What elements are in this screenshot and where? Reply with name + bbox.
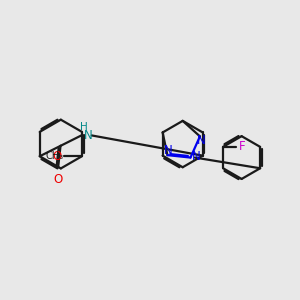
Text: H: H: [80, 122, 88, 132]
Text: N: N: [197, 134, 206, 147]
Text: N: N: [192, 151, 201, 164]
Text: O: O: [52, 150, 62, 163]
Text: N: N: [84, 129, 92, 142]
Text: CH₃: CH₃: [45, 151, 63, 161]
Text: N: N: [164, 145, 173, 158]
Text: F: F: [239, 140, 245, 153]
Text: O: O: [53, 172, 63, 186]
